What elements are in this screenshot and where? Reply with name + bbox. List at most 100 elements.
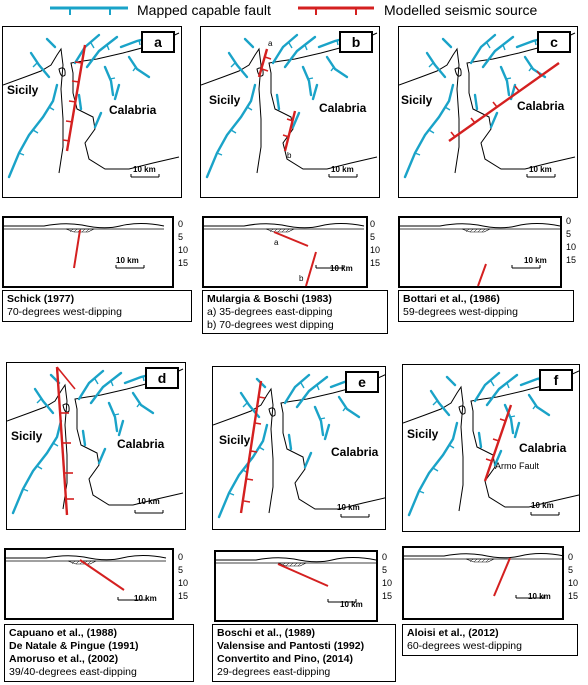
map-scale-label: 10 km xyxy=(331,165,354,174)
sicily-label: Sicily xyxy=(401,93,433,107)
citation-description: a) 35-degrees east-dipping xyxy=(207,306,333,318)
source-marker-b: b xyxy=(287,151,292,160)
modelled-source-d xyxy=(55,366,76,516)
section-a-drawing xyxy=(3,223,165,269)
citation-author: Boschi et al., (1989) xyxy=(217,627,316,639)
depth-tick: 15 xyxy=(568,591,579,601)
panel-letter: d xyxy=(145,367,179,389)
section-d: 10 km xyxy=(4,548,174,620)
citation-f: Aloisi et al., (2012) 60-degrees west-di… xyxy=(402,624,578,656)
section-d-drawing xyxy=(5,555,167,601)
calabria-label: Calabria xyxy=(517,99,565,113)
depth-axis-d: 0 5 10 15 xyxy=(178,552,188,601)
citation-a: Schick (1977) 70-degrees west-dipping xyxy=(2,290,192,322)
section-source-b-b xyxy=(305,251,317,287)
citation-author: Mulargia & Boschi (1983) xyxy=(207,293,332,305)
depth-tick: 10 xyxy=(382,578,393,588)
citation-author: De Natale & Pingue (1991) xyxy=(9,640,139,652)
map-e-drawing xyxy=(213,371,385,519)
citation-e: Boschi et al., (1989) Valensise and Pant… xyxy=(212,624,396,682)
map-c-drawing xyxy=(399,31,577,179)
citation-description: 70-degrees west-dipping xyxy=(7,306,122,318)
map-d-drawing xyxy=(7,366,185,516)
calabria-label: Calabria xyxy=(331,445,379,459)
depth-tick: 5 xyxy=(178,232,184,242)
depth-axis-c: 0 5 10 15 xyxy=(566,216,576,265)
depth-axis-a: 0 5 10 15 xyxy=(178,219,188,268)
section-scale-label: 10 km xyxy=(116,256,139,265)
depth-tick: 0 xyxy=(568,552,574,562)
citation-description: 39/40-degrees east-dipping xyxy=(9,666,137,678)
calabria-label: Calabria xyxy=(117,437,165,451)
depth-tick: 15 xyxy=(178,591,189,601)
depth-tick: 15 xyxy=(566,255,577,265)
map-a-drawing xyxy=(3,31,181,179)
calabria-label: Calabria xyxy=(319,101,367,115)
source-marker-a: a xyxy=(268,39,273,48)
section-source-b-a xyxy=(273,231,309,247)
modelled-source-c xyxy=(448,62,560,142)
section-source-e xyxy=(277,563,329,587)
citation-author: Capuano et al., (1988) xyxy=(9,627,117,639)
depth-tick: 5 xyxy=(178,565,184,575)
modelled-source-f xyxy=(483,404,513,482)
section-scale-label: 10 km xyxy=(330,264,353,273)
section-e-drawing xyxy=(215,557,377,603)
depth-tick: 10 xyxy=(178,245,189,255)
depth-tick: 15 xyxy=(370,258,381,268)
map-scale-label: 10 km xyxy=(337,503,360,512)
citation-author: Aloisi et al., (2012) xyxy=(407,627,499,639)
citation-b: Mulargia & Boschi (1983) a) 35-degrees e… xyxy=(202,290,388,334)
section-scale-label: 10 km xyxy=(528,592,551,601)
section-source-c xyxy=(477,263,487,287)
section-c-drawing xyxy=(399,223,561,287)
section-source-f xyxy=(493,557,511,597)
depth-tick: 15 xyxy=(382,591,393,601)
depth-tick: 5 xyxy=(370,232,376,242)
depth-axis-e: 0 5 10 15 xyxy=(382,552,392,601)
map-f: f Armo Fault Sicily Calabria 10 km xyxy=(402,364,580,532)
depth-tick: 10 xyxy=(568,578,579,588)
citation-c: Bottari et al., (1986) 59-degrees west-d… xyxy=(398,290,574,322)
section-marker-a: a xyxy=(274,238,279,247)
map-scale-label: 10 km xyxy=(133,165,156,174)
section-marker-b: b xyxy=(299,274,304,283)
section-scale-label: 10 km xyxy=(134,594,157,603)
section-b: a b 10 km xyxy=(202,216,368,288)
citation-description: 29-degrees east-dipping xyxy=(217,666,331,678)
modelled-source-a xyxy=(62,44,87,152)
depth-tick: 10 xyxy=(178,578,189,588)
section-a: 10 km xyxy=(2,216,174,288)
armo-fault-label: Armo Fault xyxy=(495,461,540,471)
depth-tick: 5 xyxy=(566,229,572,239)
section-scale-label: 10 km xyxy=(524,256,547,265)
map-b-drawing xyxy=(201,31,379,179)
citation-author: Schick (1977) xyxy=(7,293,75,305)
depth-tick: 5 xyxy=(568,565,574,575)
calabria-label: Calabria xyxy=(519,441,567,455)
section-e: 10 km xyxy=(214,550,378,622)
panel-letter: c xyxy=(537,31,571,53)
depth-tick: 10 xyxy=(566,242,577,252)
citation-author: Amoruso et al., (2002) xyxy=(9,653,119,665)
panel-letter: f xyxy=(539,369,573,391)
citation-author: Valensise and Pantosti (1992) xyxy=(217,640,365,652)
calabria-label: Calabria xyxy=(109,103,157,117)
map-d: d Sicily Calabria 10 km xyxy=(6,362,186,530)
modelled-source-e xyxy=(239,380,266,514)
depth-axis-b: 0 5 10 15 xyxy=(370,219,380,268)
modelled-source-b-b xyxy=(282,110,297,152)
depth-tick: 0 xyxy=(178,219,184,229)
mapped-fault-legend-label: Mapped capable fault xyxy=(137,2,271,18)
map-e: e Sicily Calabria 10 km xyxy=(212,366,386,530)
citation-author: Convertito and Pino, (2014) xyxy=(217,653,353,665)
citation-description: b) 70-degrees west dipping xyxy=(207,319,334,331)
modelled-source-legend-symbol xyxy=(298,6,374,15)
sicily-label: Sicily xyxy=(219,433,251,447)
section-c: 10 km xyxy=(398,216,562,288)
legend: Mapped capable fault Modelled seismic so… xyxy=(0,0,588,24)
section-scale-label: 10 km xyxy=(340,600,363,609)
depth-tick: 0 xyxy=(566,216,572,226)
citation-description: 60-degrees west-dipping xyxy=(407,640,522,652)
map-scale-label: 10 km xyxy=(137,497,160,506)
